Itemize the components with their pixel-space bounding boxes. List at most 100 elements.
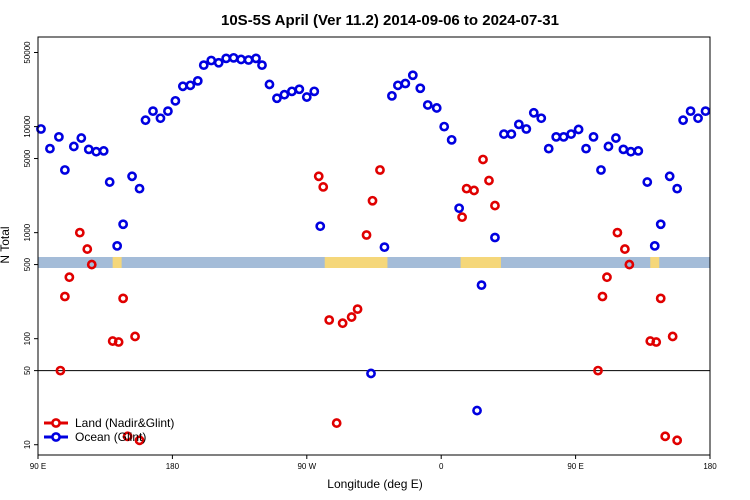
data-point [379, 242, 390, 253]
data-point [633, 146, 644, 156]
series-land [55, 154, 683, 446]
data-point [431, 103, 442, 113]
data-point [478, 154, 488, 165]
data-point [82, 244, 93, 254]
plot-frame [37, 36, 711, 456]
data-point [346, 312, 357, 322]
data-point [118, 219, 129, 230]
data-point [122, 431, 133, 442]
data-point [134, 435, 145, 446]
data-points [36, 52, 711, 446]
data-point [367, 195, 378, 206]
data-point [685, 106, 696, 117]
data-point [155, 113, 166, 124]
data-point [163, 106, 173, 117]
data-point [407, 70, 418, 81]
data-point [243, 55, 254, 65]
data-point [387, 90, 397, 101]
data-point [337, 318, 348, 329]
data-point [490, 232, 500, 243]
data-point [118, 293, 129, 304]
data-point [521, 124, 532, 134]
data-point [318, 182, 329, 192]
data-point [651, 337, 662, 347]
series-ocean [36, 52, 711, 416]
data-point [693, 113, 703, 124]
data-point [528, 107, 539, 118]
data-point [264, 79, 275, 90]
data-point [422, 100, 433, 110]
data-point [375, 165, 385, 175]
data-point [206, 55, 217, 66]
legend: Land (Nadir&Glint)Ocean (Glint) [44, 416, 174, 444]
data-point [461, 183, 472, 194]
data-point [313, 171, 324, 182]
data-point [236, 54, 246, 65]
data-point [439, 121, 450, 132]
y-axis-label: N Total [0, 226, 12, 263]
y-tick-label: 50 [23, 366, 32, 375]
data-point [581, 143, 591, 154]
data-point [558, 131, 569, 142]
data-point [619, 244, 630, 254]
y-tick-label: 100 [23, 331, 32, 345]
data-point [113, 337, 124, 347]
x-axis-label: Longitude (deg E) [327, 477, 422, 491]
data-point [134, 183, 145, 194]
data-point [415, 83, 426, 94]
data-point [392, 80, 403, 91]
data-point [170, 95, 181, 106]
data-point [127, 171, 137, 182]
data-point [596, 165, 606, 175]
data-point [324, 315, 335, 325]
land-segment [324, 257, 388, 268]
data-point [672, 183, 683, 194]
data-point [192, 75, 203, 86]
data-point [603, 141, 614, 152]
data-point [112, 240, 123, 251]
land-band [38, 257, 710, 268]
data-point [660, 431, 671, 442]
data-point [140, 115, 151, 126]
data-point [655, 219, 666, 230]
data-point [177, 81, 188, 92]
x-tick-label: 0 [439, 462, 444, 471]
data-point [625, 146, 636, 157]
data-point [457, 212, 468, 223]
data-point [618, 144, 629, 155]
x-axis: 90 E 180 90 W 0 90 E 180 [30, 455, 717, 471]
data-point [551, 131, 562, 142]
data-point [148, 106, 158, 117]
legend-label: Land (Nadir&Glint) [75, 416, 174, 430]
x-tick-label: 90 E [30, 462, 46, 471]
data-point [64, 272, 75, 283]
data-point [91, 146, 102, 157]
data-point [59, 291, 70, 302]
y-tick-label: 10 [23, 440, 32, 449]
data-point [74, 227, 85, 238]
data-point [484, 175, 494, 186]
data-point [672, 435, 683, 446]
data-point [642, 177, 653, 187]
y-tick-label: 50000 [23, 41, 32, 64]
data-point [130, 331, 140, 342]
data-point [272, 93, 282, 104]
x-tick-label: 180 [166, 462, 180, 471]
data-point [301, 92, 312, 102]
data-point [228, 52, 239, 63]
data-point [573, 124, 584, 135]
data-point [700, 106, 711, 117]
legend-item: Land (Nadir&Glint) [44, 416, 174, 430]
data-point [602, 272, 612, 283]
data-point [55, 365, 66, 376]
data-point [664, 171, 675, 182]
y-tick-label: 500 [23, 257, 32, 271]
data-point [286, 86, 297, 97]
chart-title: 10S-5S April (Ver 11.2) 2014-09-06 to 20… [221, 12, 559, 29]
data-point [593, 365, 603, 376]
data-point [612, 227, 623, 238]
data-point [506, 129, 517, 139]
data-point [198, 60, 209, 71]
data-point [543, 143, 554, 154]
